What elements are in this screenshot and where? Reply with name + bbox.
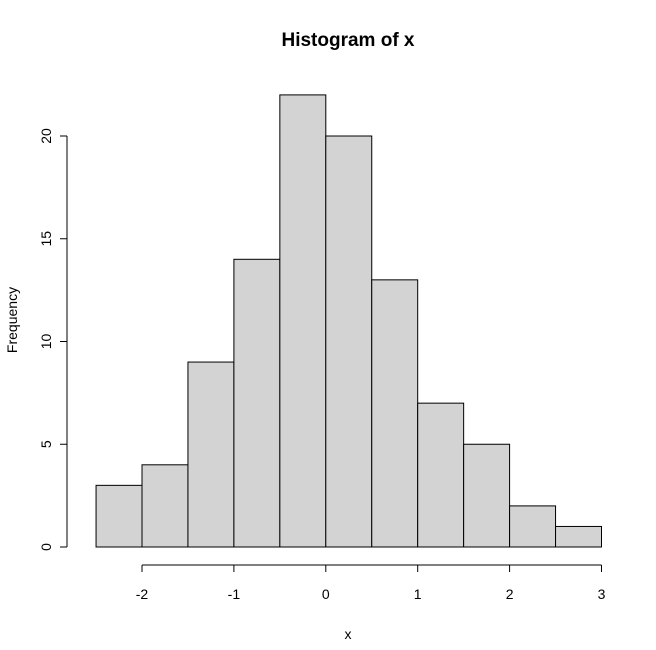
histogram-bar (187, 361, 235, 548)
x-tick-label: -1 (228, 586, 241, 602)
histogram-bar (555, 525, 602, 548)
histogram-bar (325, 135, 373, 548)
x-tick-label: 2 (506, 586, 514, 602)
y-axis-label: Frequency (4, 287, 20, 353)
y-axis: 0 5 10 15 20 (38, 128, 68, 551)
histogram-bar (463, 443, 511, 548)
y-tick-label: 10 (38, 334, 54, 350)
histogram-bar (141, 464, 189, 548)
y-tick-label: 0 (38, 543, 54, 551)
histogram-bar (417, 402, 465, 548)
bars-group (95, 94, 602, 548)
y-tick-label: 20 (38, 128, 54, 144)
y-tick-label: 5 (38, 440, 54, 448)
histogram-bar (233, 258, 281, 548)
histogram-bar (509, 505, 557, 548)
y-tick-label: 15 (38, 231, 54, 247)
x-tick-label: 1 (414, 586, 422, 602)
x-axis: -2 -1 0 1 2 3 (136, 564, 606, 602)
chart-title: Histogram of x (281, 30, 414, 51)
x-axis-label: x (345, 626, 352, 642)
x-tick-label: 0 (322, 586, 330, 602)
x-tick-label: 3 (598, 586, 606, 602)
x-tick-label: -2 (136, 586, 149, 602)
histogram-bar (279, 94, 327, 548)
histogram-bar (95, 484, 143, 548)
histogram-bar (371, 279, 419, 548)
